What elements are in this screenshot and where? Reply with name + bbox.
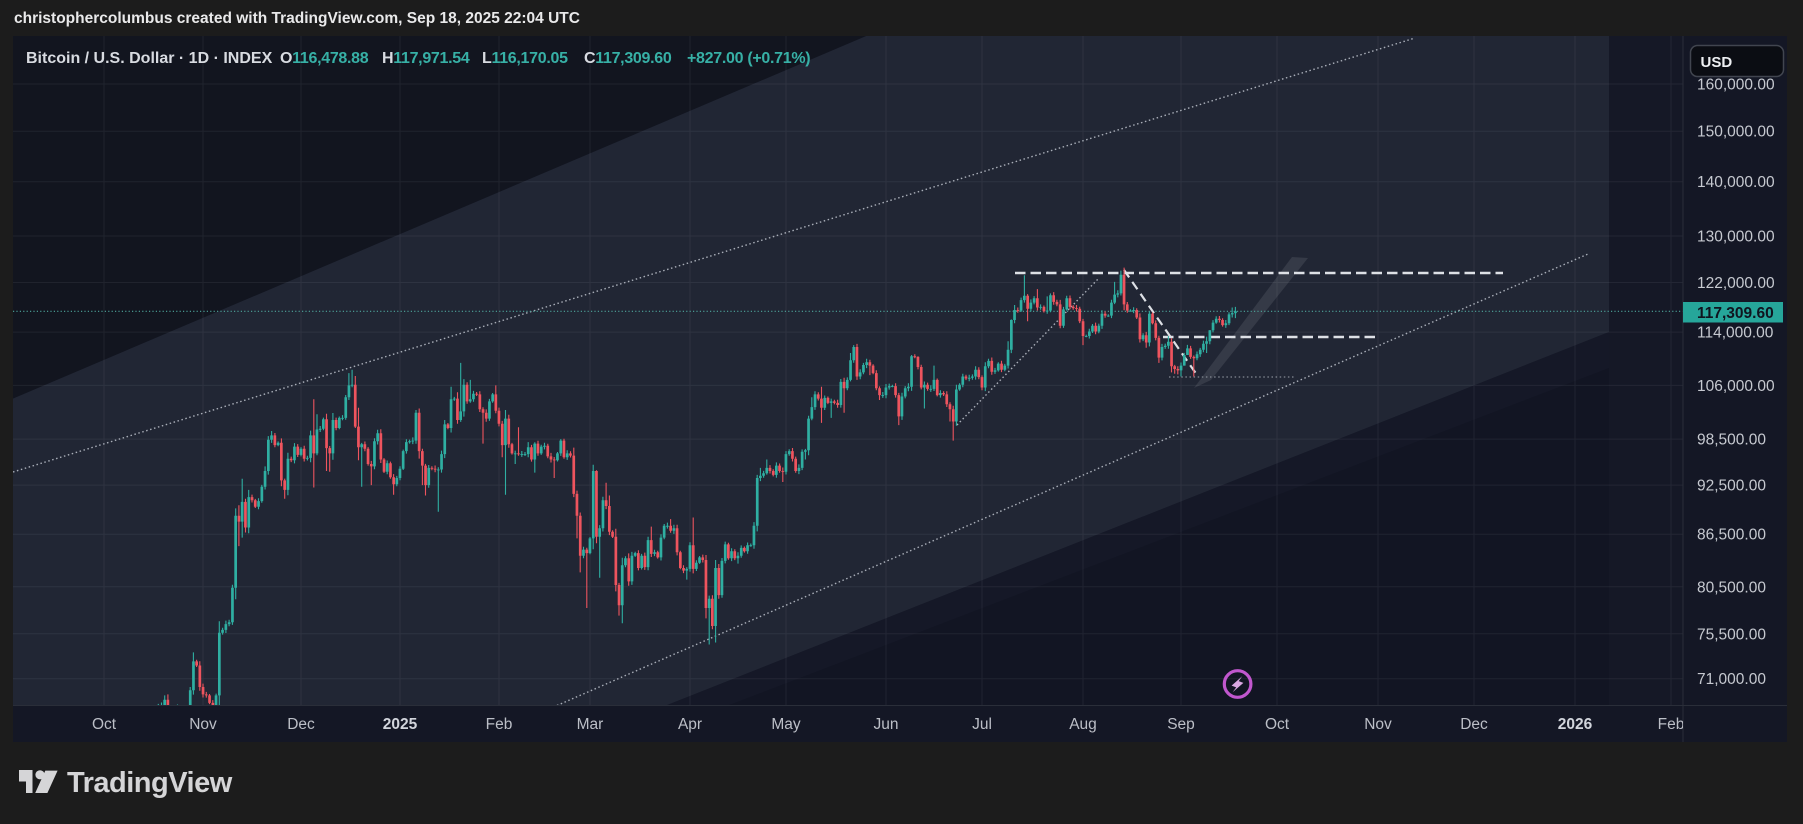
svg-text:86,500.00: 86,500.00: [1697, 527, 1766, 544]
svg-text:71,000.00: 71,000.00: [1697, 671, 1766, 688]
svg-text:Oct: Oct: [92, 716, 117, 733]
svg-text:Dec: Dec: [287, 716, 315, 733]
svg-text:75,500.00: 75,500.00: [1697, 626, 1766, 643]
svg-text:Jul: Jul: [972, 716, 992, 733]
svg-text:Nov: Nov: [1364, 716, 1392, 733]
svg-text:117,309.60: 117,309.60: [1697, 305, 1774, 322]
svg-text:Aug: Aug: [1069, 716, 1097, 733]
svg-text:Feb: Feb: [486, 716, 513, 733]
svg-text:122,000.00: 122,000.00: [1697, 275, 1775, 292]
svg-text:160,000.00: 160,000.00: [1697, 77, 1775, 94]
svg-text:150,000.00: 150,000.00: [1697, 124, 1775, 141]
svg-text:TradingView: TradingView: [67, 767, 233, 799]
svg-text:May: May: [771, 716, 801, 733]
svg-text:98,500.00: 98,500.00: [1697, 432, 1766, 449]
svg-text:80,500.00: 80,500.00: [1697, 579, 1766, 596]
svg-text:2025: 2025: [383, 716, 418, 733]
svg-text:Mar: Mar: [577, 716, 604, 733]
svg-text:Dec: Dec: [1460, 716, 1488, 733]
svg-text:Feb: Feb: [1658, 716, 1685, 733]
svg-text:106,000.00: 106,000.00: [1697, 378, 1775, 395]
svg-text:Nov: Nov: [189, 716, 217, 733]
svg-text:Apr: Apr: [678, 716, 702, 733]
svg-text:140,000.00: 140,000.00: [1697, 174, 1775, 191]
svg-text:130,000.00: 130,000.00: [1697, 229, 1775, 246]
svg-text:114,000.00: 114,000.00: [1697, 325, 1774, 342]
svg-text:92,500.00: 92,500.00: [1697, 478, 1766, 495]
svg-text:Sep: Sep: [1167, 716, 1195, 733]
svg-text:Jun: Jun: [874, 716, 899, 733]
svg-text:USD: USD: [1701, 54, 1733, 71]
svg-text:Oct: Oct: [1265, 716, 1290, 733]
svg-text:2026: 2026: [1558, 716, 1593, 733]
